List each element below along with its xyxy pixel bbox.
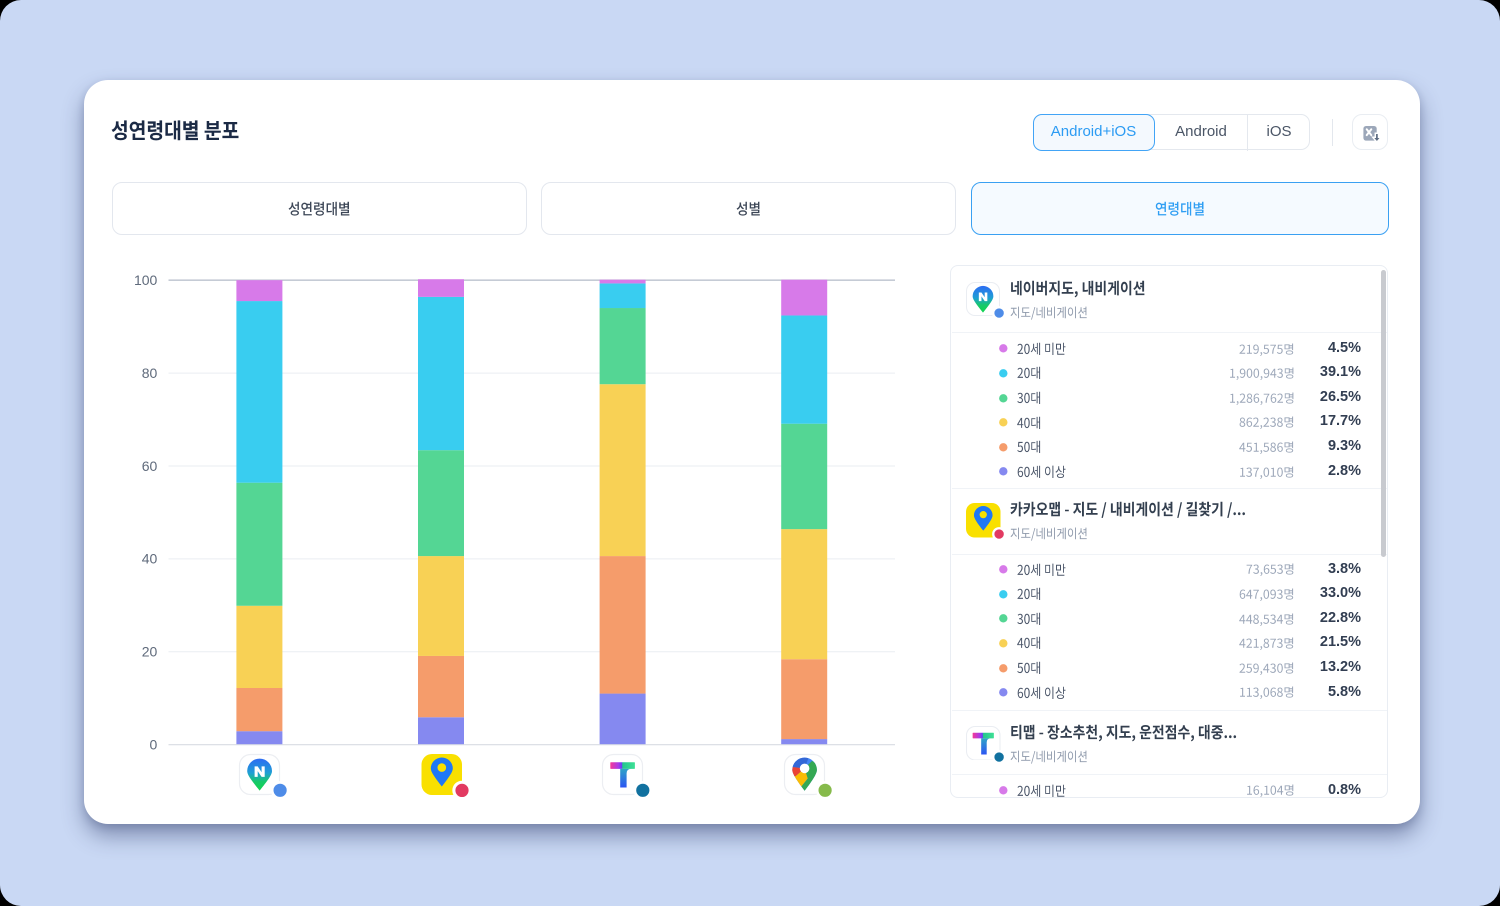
svg-text:0: 0 (150, 737, 158, 753)
svg-text:20: 20 (142, 644, 158, 660)
svg-text:100: 100 (134, 272, 158, 288)
svg-text:80: 80 (142, 365, 158, 381)
svg-text:60: 60 (142, 458, 158, 474)
svg-text:40: 40 (142, 551, 158, 567)
